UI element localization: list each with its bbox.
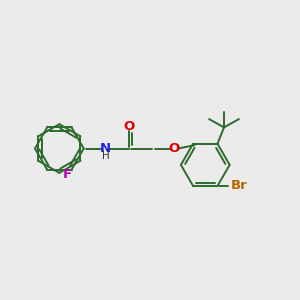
Text: N: N xyxy=(100,142,111,155)
Text: O: O xyxy=(169,142,180,155)
Text: F: F xyxy=(62,169,72,182)
Text: Br: Br xyxy=(231,179,248,193)
Text: O: O xyxy=(124,120,135,133)
Text: H: H xyxy=(102,151,110,161)
